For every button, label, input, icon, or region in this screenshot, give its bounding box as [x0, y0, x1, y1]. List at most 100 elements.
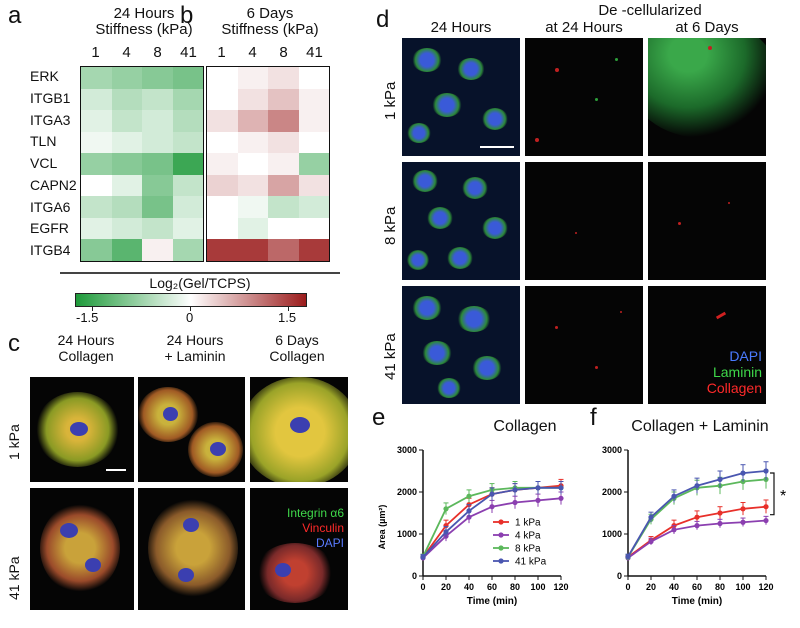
chart-f-ytick-label-0: 0	[617, 571, 622, 581]
panel-f-title: Collagen + Laminin	[631, 418, 769, 435]
colorbar-mid-label: 0	[186, 310, 194, 325]
panel-b-stiffness-41: 41	[306, 44, 323, 61]
gene-label-egfr: EGFR	[30, 220, 69, 237]
heatmap-b-cell-r8-c1	[237, 239, 268, 261]
micrograph-c-1kpa-24h-collagen	[30, 377, 134, 482]
heatmap-b-cell-r3-c3	[298, 131, 329, 154]
gene-label-tln: TLN	[30, 133, 57, 150]
chart-f-xtick-label-80: 80	[715, 582, 725, 592]
heatmap-b-cell-r0-c1	[237, 67, 268, 89]
heatmap-b-cell-r8-c0	[207, 239, 238, 261]
panel-d-row1-label: 1 kPa	[382, 81, 399, 120]
heatmap-b-cell-r1-c2	[268, 88, 299, 111]
gene-label-erk: ERK	[30, 68, 59, 84]
colorbar-tick-mid	[190, 306, 191, 311]
chart-f-point-4-kpa-1	[648, 538, 654, 545]
chart-e-xtick-label-80: 80	[510, 582, 520, 592]
panel-d-col1-header: 24 Hours	[430, 19, 492, 36]
chart-e-point-41-kpa-2	[466, 508, 472, 514]
micrograph-d-1kpa-decell-24h	[525, 38, 643, 156]
panel-c-row2-label: 41 kPa	[6, 556, 22, 600]
micrograph-d-8kpa-decell-6d	[648, 162, 766, 280]
panel-d-row3-label-box: 41 kPa	[380, 310, 400, 390]
panel-c-row2-label-box: 41 kPa	[4, 500, 24, 610]
panel-b-stiffness-labels: 1 4 8 41	[206, 44, 330, 61]
chart-f-xlabel: Time (min)	[672, 596, 722, 607]
heatmap-b-cell-r2-c2	[268, 110, 299, 132]
chart-e-legend-label-8-kpa: 8 kPa	[515, 544, 541, 555]
heatmap-a-cell-r7-c2	[142, 217, 173, 240]
colorbar-gradient	[75, 293, 307, 307]
heatmap-b-cell-r6-c1	[237, 196, 268, 218]
chart-f-point-1-kpa-4	[717, 510, 723, 516]
micrograph-d-8kpa-decell-24h	[525, 162, 643, 280]
chart-e-ytick-label-3000: 3000	[397, 445, 417, 455]
heatmap-b-cell-r1-c1	[237, 88, 268, 111]
panel-d-row3-label: 41 kPa	[382, 333, 399, 380]
panel-c-col2-header: 24 Hours + Laminin	[140, 332, 250, 364]
heatmap-a-cell-r6-c3	[172, 196, 203, 218]
heatmap-b-cell-r3-c0	[207, 131, 238, 154]
micrograph-d-41kpa-decell-6d: DAPI Laminin Collagen	[648, 286, 766, 404]
panel-c-row1-label-box: 1 kPa	[4, 400, 24, 480]
chart-e-ytick-label-0: 0	[412, 571, 417, 581]
colorbar-max-label: 1.5	[278, 310, 297, 325]
panel-c-col1-line2: Collagen	[58, 348, 114, 364]
chart-f-ytick-label-3000: 3000	[602, 445, 622, 455]
panel-c-col1-header: 24 Hours Collagen	[34, 332, 138, 364]
chart-f-sig-bracket	[770, 472, 775, 516]
gene-label-itgb1: ITGB1	[30, 89, 71, 106]
heatmap-24-hours	[80, 66, 204, 262]
chart-f-xtick-label-120: 120	[758, 582, 773, 592]
heatmap-b-cell-r5-c0	[207, 174, 238, 197]
micrograph-c-41kpa-6d-collagen: Integrin α6 Vinculin DAPI	[250, 488, 348, 610]
heatmap-a-cell-r1-c3	[172, 88, 203, 111]
colorbar-tick-max	[288, 306, 289, 311]
panel-b-title-line2: Stiffness (kPa)	[221, 21, 319, 38]
heatmap-b-cell-r6-c2	[268, 196, 299, 218]
panel-a-label: a	[8, 2, 22, 29]
chart-e-point-8-kpa-2	[466, 493, 472, 499]
heatmap-a-cell-r4-c3	[172, 153, 203, 175]
chart-e-xtick-label-20: 20	[441, 582, 451, 592]
chart-e-legend-marker-1-kpa	[498, 519, 504, 525]
heatmap-b-cell-r2-c1	[237, 110, 268, 132]
heatmap-a-cell-r7-c3	[172, 217, 203, 240]
heatmap-b-cell-r8-c2	[268, 239, 299, 261]
gene-label-vcl: VCL	[30, 155, 58, 172]
heatmap-b-cell-r4-c0	[207, 153, 238, 175]
panel-c-col3-line2: Collagen	[269, 348, 325, 364]
panel-c-legend: Integrin α6 Vinculin DAPI	[287, 506, 344, 551]
panel-d-col3-header: at 6 Days	[675, 19, 739, 36]
chart-e-xtick-label-100: 100	[530, 582, 545, 592]
colorbar-title: Log₂(Gel/TCPS)	[149, 275, 251, 291]
colorbar-min-label: -1.5	[76, 310, 99, 325]
chart-f-xtick-label-60: 60	[692, 582, 702, 592]
chart-e-legend-label-41-kpa: 41 kPa	[515, 557, 547, 568]
heatmap-b-cell-r4-c3	[298, 153, 329, 175]
heatmap-a-cell-r1-c0	[81, 88, 112, 111]
chart-e-point-4-kpa-5	[535, 497, 541, 503]
chart-e-xtick-label-0: 0	[420, 582, 425, 592]
chart-f-point-1-kpa-5	[740, 506, 746, 512]
legend-dapi-d: DAPI	[729, 348, 762, 364]
panel-d-row2-label-box: 8 kPa	[380, 185, 400, 265]
heatmap-b-cell-r3-c2	[268, 131, 299, 154]
chart-f-xtick-label-40: 40	[669, 582, 679, 592]
heatmap-b-cell-r6-c0	[207, 196, 238, 218]
chart-f-ytick-label-2000: 2000	[602, 487, 622, 497]
panel-d-label: d	[376, 6, 390, 33]
chart-e-point-41-kpa-4	[512, 487, 518, 493]
heatmap-b-cell-r8-c3	[298, 239, 329, 261]
heatmap-b-cell-r1-c0	[207, 88, 238, 111]
heatmap-a-cell-r6-c0	[81, 196, 112, 218]
micrograph-c-41kpa-24h-laminin	[138, 488, 245, 610]
colorbar-divider	[60, 272, 340, 274]
panel-a-title-line1: 24 Hours	[113, 5, 175, 22]
micrograph-d-8kpa-24h	[402, 162, 520, 280]
micrograph-c-1kpa-24h-laminin	[138, 377, 245, 482]
panel-a-stiffness-1: 1	[91, 44, 100, 61]
gene-label-itgb4: ITGB4	[30, 242, 71, 259]
panel-b-label: b	[180, 2, 194, 29]
heatmap-a-cell-r6-c1	[111, 196, 142, 218]
